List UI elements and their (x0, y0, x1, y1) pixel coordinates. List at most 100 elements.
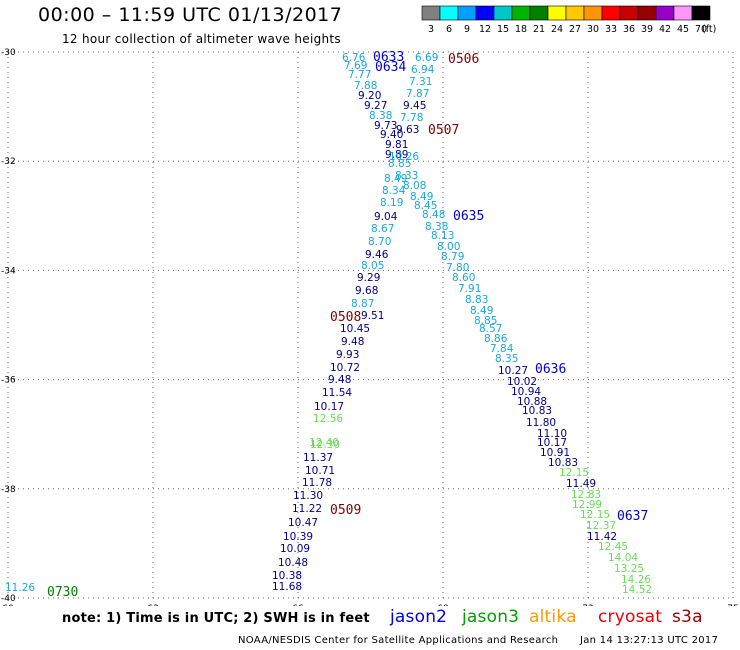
wave-height-value: 8.83 (465, 294, 488, 306)
wave-height-value: 11.26 (5, 582, 35, 594)
wave-height-value: 9.48 (341, 336, 364, 348)
wave-height-value: 6.76 (342, 52, 366, 64)
wave-height-value: 10.45 (340, 323, 370, 335)
pass-time-label: 0507 (428, 123, 459, 138)
wave-height-value: 12.83 (571, 489, 601, 501)
wave-height-value: 8.60 (452, 272, 475, 284)
wave-height-map: 60 63 66 69 72 75 -30 -32 -34 -36 -38 -40 6.76 6.69 7.… (1, 48, 739, 606)
wave-height-value: 11.42 (587, 531, 617, 543)
wave-height-value: 8.13 (431, 230, 454, 242)
colorbar-label: 36 (623, 24, 635, 35)
wave-height-value: 6.69 (415, 52, 438, 64)
wave-height-value: 10.17 (314, 401, 344, 413)
wave-height-value: 14.04 (608, 552, 638, 564)
wave-height-value: 9.29 (357, 272, 380, 284)
wave-height-value: 11.49 (566, 478, 596, 490)
wave-height-value: 8.00 (437, 241, 460, 253)
wave-height-value: 6.94 (411, 64, 435, 76)
wave-height-value: 12.99 (572, 499, 602, 511)
x-tick-label: 75 (727, 604, 738, 606)
wave-height-value: 10.88 (517, 396, 547, 408)
wave-height-value: 10.72 (330, 362, 360, 374)
pass-time-label: 0509 (330, 503, 361, 518)
page-subtitle: 12 hour collection of altimeter wave hei… (62, 32, 341, 46)
wave-height-value: 9.27 (364, 100, 387, 112)
wave-height-value: 8.85 (388, 158, 411, 170)
y-tick-label: -34 (1, 266, 16, 276)
x-tick-label: 63 (147, 604, 158, 606)
wave-height-value: 10.39 (283, 531, 313, 543)
wave-height-value: 8.49 (470, 305, 493, 317)
wave-height-value: 10.27 (498, 365, 528, 377)
wave-height-value: 7.84 (490, 343, 514, 355)
pass-time-label: 0730 (47, 585, 78, 600)
wave-height-value: 12.37 (586, 520, 616, 532)
colorbar-label: 12 (479, 24, 491, 35)
wave-height-value: 9.51 (361, 310, 384, 322)
wave-height-value: 10.83 (522, 405, 552, 417)
wave-height-value: 9.46 (365, 249, 389, 261)
pass-time-label: 0506 (448, 52, 479, 67)
wave-height-value: 10.02 (507, 376, 537, 388)
wave-height-value: 9.04 (374, 211, 398, 223)
wave-height-value: 9.89 (385, 149, 408, 161)
wave-height-value: 8.67 (371, 223, 394, 235)
colorbar-label: 3 (428, 24, 434, 35)
footer-note: note: 1) Time is in UTC; 2) SWH is in fe… (62, 611, 370, 626)
legend-cryosat: cryosat (598, 607, 663, 627)
wave-height-value: 8.49 (384, 173, 407, 185)
colorbar-label: 70 (695, 24, 707, 35)
wave-height-value: 9.73 (374, 120, 397, 132)
wave-height-value: 8.45 (414, 200, 437, 212)
colorbar-label: 39 (641, 24, 653, 35)
y-tick-label: -38 (1, 485, 16, 495)
wave-height-value: 10.26 (389, 151, 419, 163)
pass-time-label: 0508 (330, 310, 361, 325)
wave-height-value: 8.34 (382, 185, 406, 197)
wave-height-value: 7.78 (400, 112, 423, 124)
legend-jason3: jason3 (462, 607, 520, 627)
legend-altika: altika (529, 607, 577, 627)
wave-height-value: 8.70 (368, 236, 391, 248)
wave-height-value: 9.40 (380, 129, 403, 141)
wave-height-value: 7.69 (344, 60, 367, 72)
wave-height-value: 11.22 (292, 503, 322, 515)
wave-height-value: 11.37 (303, 452, 333, 464)
colorbar-swatch (691, 5, 711, 21)
x-tick-label: 66 (292, 604, 304, 606)
wave-height-value: 12.45 (598, 541, 628, 553)
legend-jason2: jason2 (390, 607, 448, 627)
wave-height-value: 8.48 (422, 209, 445, 221)
colorbar-label: 6 (446, 24, 452, 35)
generation-timestamp: Jan 14 13:27:13 UTC 2017 (580, 635, 719, 646)
wave-height-value: 8.35 (495, 353, 518, 365)
wave-height-value: 8.86 (484, 333, 508, 345)
wave-height-value: 11.78 (302, 477, 332, 489)
wave-height-value: 8.85 (474, 315, 497, 327)
pass-time-label: 0637 (617, 509, 648, 524)
colorbar-label: 42 (659, 24, 671, 35)
wave-height-value: 14.52 (622, 584, 652, 596)
wave-height-value: 12.15 (559, 467, 589, 479)
colorbar-label: 18 (515, 24, 527, 35)
colorbar-label: 15 (497, 24, 509, 35)
colorbar-unit: (ft) (702, 24, 716, 35)
wave-height-value: 10.38 (272, 570, 302, 582)
credit-line: NOAA/NESDIS Center for Satellite Applica… (238, 635, 559, 646)
wave-height-value: 10.48 (278, 557, 308, 569)
observation-labels: 6.76 6.69 7.69 6.94 7.77 7.31 7.88 7.87 9.209.27… (5, 52, 652, 596)
y-tick-label: -30 (1, 48, 16, 58)
wave-height-value: 12.15 (580, 509, 610, 521)
wave-height-value: 9.20 (358, 90, 381, 102)
wave-height-value: 14.26 (621, 574, 651, 586)
wave-height-value: 8.05 (361, 260, 384, 272)
wave-height-value: 10.91 (540, 447, 570, 459)
wave-height-value: 7.77 (348, 69, 371, 81)
colorbar-label: 33 (605, 24, 617, 35)
pass-time-label: 0636 (535, 362, 566, 377)
wave-height-value: 9.48 (328, 374, 351, 386)
wave-height-value: 8.79 (441, 251, 464, 263)
wave-height-value: 8.49 (410, 191, 433, 203)
wave-height-value: 10.71 (305, 465, 335, 477)
